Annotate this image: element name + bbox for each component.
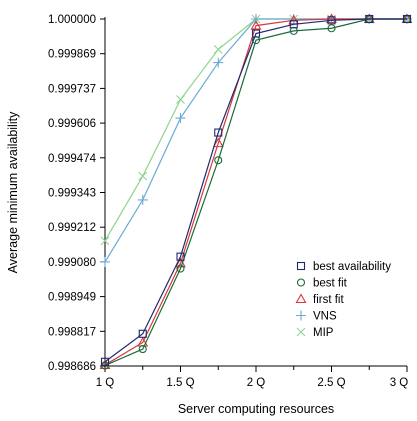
y-axis-title: Average minimum availability — [6, 111, 20, 273]
series-line-vns — [104, 18, 407, 263]
legend: best availability best fit first fit VNS MIP — [288, 253, 411, 345]
x-tick-label: 1.5 Q — [166, 377, 194, 389]
x-tick-label: 2.5 Q — [317, 377, 345, 389]
data-point-best-availability — [251, 29, 261, 38]
legend-marker-best-availability — [296, 261, 306, 271]
data-point-mip — [100, 236, 110, 246]
y-tick-label: 0.999606 — [48, 118, 96, 130]
legend-marker-mip — [296, 327, 306, 337]
data-point-vns — [251, 14, 261, 24]
data-point-best-fit — [214, 156, 223, 165]
legend-label-best-fit: best fit — [313, 278, 348, 290]
series-line-best-availability — [104, 18, 407, 363]
legend-marker-first-fit — [295, 293, 307, 304]
data-point-best-availability — [100, 357, 110, 366]
data-point-mip — [176, 95, 185, 104]
axes-layer: 0.998686 0.998817 0.998949 0.999080 0.999212… — [48, 14, 408, 389]
data-point-best-availability — [365, 14, 374, 24]
data-point-best-availability — [138, 329, 147, 338]
x-axis-title: Server computing resources — [178, 402, 334, 416]
x-tick-label: 2 Q — [247, 377, 266, 389]
y-tick-label: 0.999474 — [48, 153, 97, 165]
data-point-best-fit — [176, 264, 185, 273]
series-mip — [100, 14, 412, 246]
data-point-vns — [213, 57, 224, 68]
data-point-mip — [138, 171, 148, 181]
legend-box — [288, 253, 411, 345]
y-tick-label: 0.999343 — [48, 188, 96, 200]
data-point-mip — [213, 44, 223, 54]
data-point-first-fit — [250, 19, 262, 30]
data-point-best-availability — [214, 128, 223, 137]
data-point-best-availability — [402, 14, 412, 24]
series-best-availability — [100, 14, 412, 366]
data-point-vns — [137, 194, 148, 205]
x-tick-label: 1 Q — [96, 377, 115, 389]
legend-label-best-availability: best availability — [313, 261, 391, 273]
legend-item-best-fit: best fit — [296, 278, 348, 290]
y-tick-label: 0.998817 — [48, 326, 96, 338]
legend-item-vns: VNS — [296, 310, 337, 323]
legend-item-mip: MIP — [296, 327, 334, 339]
data-point-best-availability — [176, 252, 185, 261]
y-tick-label: 1.000000 — [48, 14, 96, 26]
data-point-best-fit — [138, 345, 147, 354]
data-point-best-availability — [327, 16, 336, 25]
legend-label-vns: VNS — [313, 311, 337, 323]
data-point-best-availability — [289, 20, 298, 29]
legend-item-best-availability: best availability — [296, 261, 391, 273]
y-tick-label: 0.999212 — [48, 222, 96, 234]
y-tick-label: 0.999737 — [48, 83, 96, 95]
series-line-best-fit — [104, 18, 407, 367]
legend-item-first-fit: first fit — [295, 293, 344, 306]
data-point-vns — [100, 256, 110, 267]
y-tick-label: 0.998686 — [48, 361, 96, 373]
legend-label-first-fit: first fit — [313, 294, 344, 306]
y-tick-label: 0.998949 — [48, 292, 96, 304]
data-point-first-fit — [326, 13, 337, 24]
x-tick-label: 3 Q — [390, 377, 409, 389]
series-vns — [100, 14, 412, 267]
data-point-first-fit — [212, 137, 224, 148]
legend-label-mip: MIP — [313, 327, 334, 339]
y-tick-label: 0.999080 — [48, 257, 96, 269]
legend-marker-vns — [296, 310, 306, 321]
y-tick-label: 0.999869 — [48, 49, 96, 61]
data-point-vns — [175, 113, 186, 124]
data-point-best-fit — [327, 24, 336, 33]
series-line-mip — [104, 18, 407, 242]
legend-marker-best-fit — [296, 278, 306, 287]
series-layer — [99, 13, 413, 370]
